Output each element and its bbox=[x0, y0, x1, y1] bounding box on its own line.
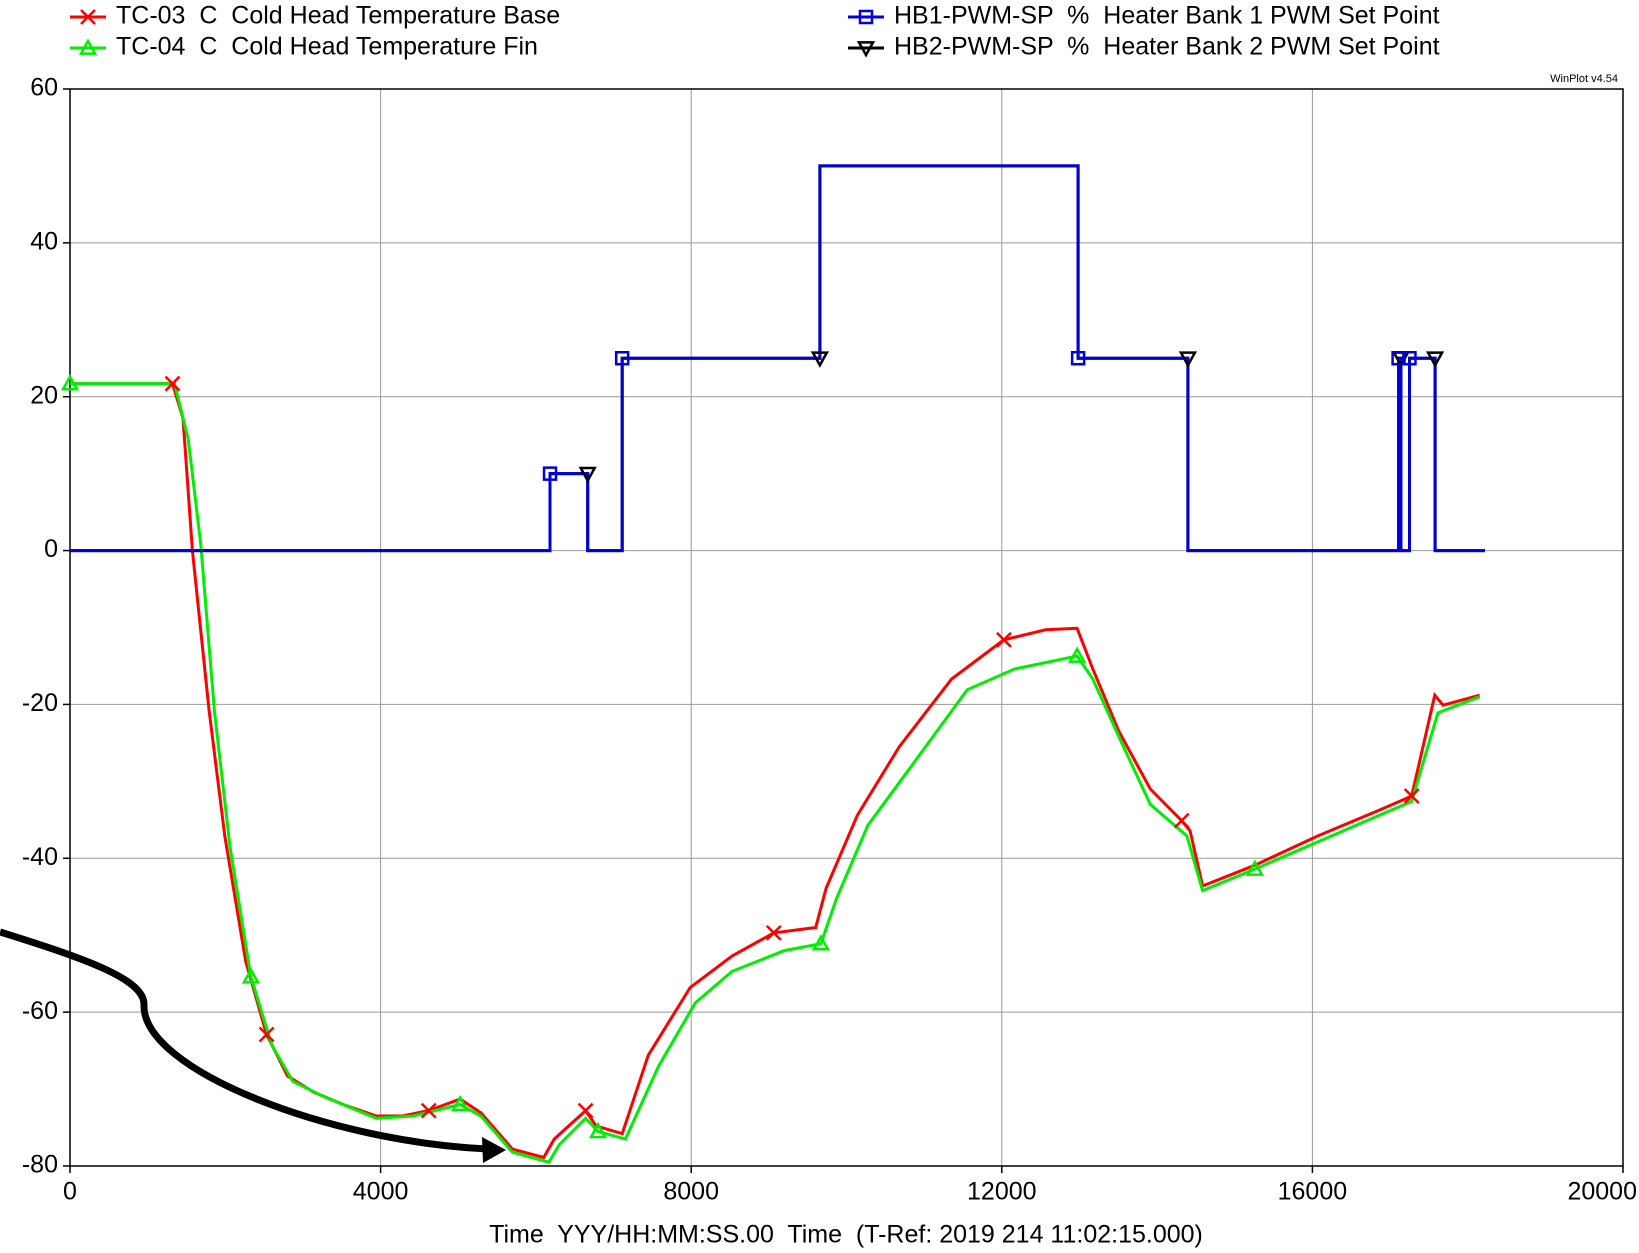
marker bbox=[542, 466, 558, 481]
y-tick-label: -60 bbox=[22, 997, 58, 1025]
marker bbox=[765, 925, 782, 941]
marker bbox=[80, 9, 96, 25]
y-tick-label: -20 bbox=[22, 689, 58, 717]
marker bbox=[1173, 812, 1190, 829]
x-tick-label: 16000 bbox=[1278, 1178, 1348, 1206]
y-tick-label: -80 bbox=[22, 1151, 58, 1179]
legend-label: TC-04 C Cold Head Temperature Fin bbox=[116, 33, 538, 61]
y-tick-label: -40 bbox=[22, 843, 58, 871]
marker bbox=[588, 1121, 608, 1139]
marker bbox=[60, 374, 80, 391]
x-axis-title: Time YYY/HH:MM:SS.00 Time (T-Ref: 2019 2… bbox=[489, 1221, 1203, 1249]
marker bbox=[1402, 351, 1417, 366]
x-tick-label: 12000 bbox=[967, 1178, 1037, 1206]
marker bbox=[1070, 351, 1086, 366]
y-tick-label: 20 bbox=[30, 381, 58, 409]
marker bbox=[1425, 351, 1445, 368]
legend-label: TC-03 C Cold Head Temperature Base bbox=[116, 2, 560, 30]
marker bbox=[996, 631, 1012, 648]
x-tick-label: 20000 bbox=[1567, 1178, 1637, 1206]
y-tick-label: 40 bbox=[30, 227, 58, 255]
watermark: WinPlot v4.54 bbox=[1550, 73, 1618, 85]
marker bbox=[578, 466, 597, 484]
series-line bbox=[70, 164, 1485, 553]
marker bbox=[858, 9, 874, 25]
x-tick-label: 0 bbox=[63, 1178, 77, 1206]
marker bbox=[1067, 646, 1087, 663]
y-tick-label: 60 bbox=[30, 74, 58, 102]
plot-frame bbox=[69, 88, 1624, 1167]
marker bbox=[614, 351, 630, 366]
y-tick-label: 0 bbox=[44, 535, 58, 563]
marker bbox=[856, 41, 876, 58]
x-tick-label: 4000 bbox=[353, 1178, 409, 1206]
legend-label: HB1-PWM-SP % Heater Bank 1 PWM Set Point bbox=[894, 2, 1440, 30]
x-tick-label: 8000 bbox=[663, 1178, 719, 1206]
marker bbox=[811, 934, 830, 951]
marker bbox=[1403, 788, 1420, 804]
marker bbox=[810, 351, 829, 368]
marker bbox=[1178, 351, 1198, 368]
legend-label: HB2-PWM-SP % Heater Bank 2 PWM Set Point bbox=[894, 33, 1440, 61]
marker bbox=[1245, 859, 1264, 876]
marker bbox=[78, 38, 98, 55]
marker bbox=[577, 1102, 594, 1119]
plot-area bbox=[70, 89, 1623, 1166]
marker bbox=[164, 375, 181, 392]
